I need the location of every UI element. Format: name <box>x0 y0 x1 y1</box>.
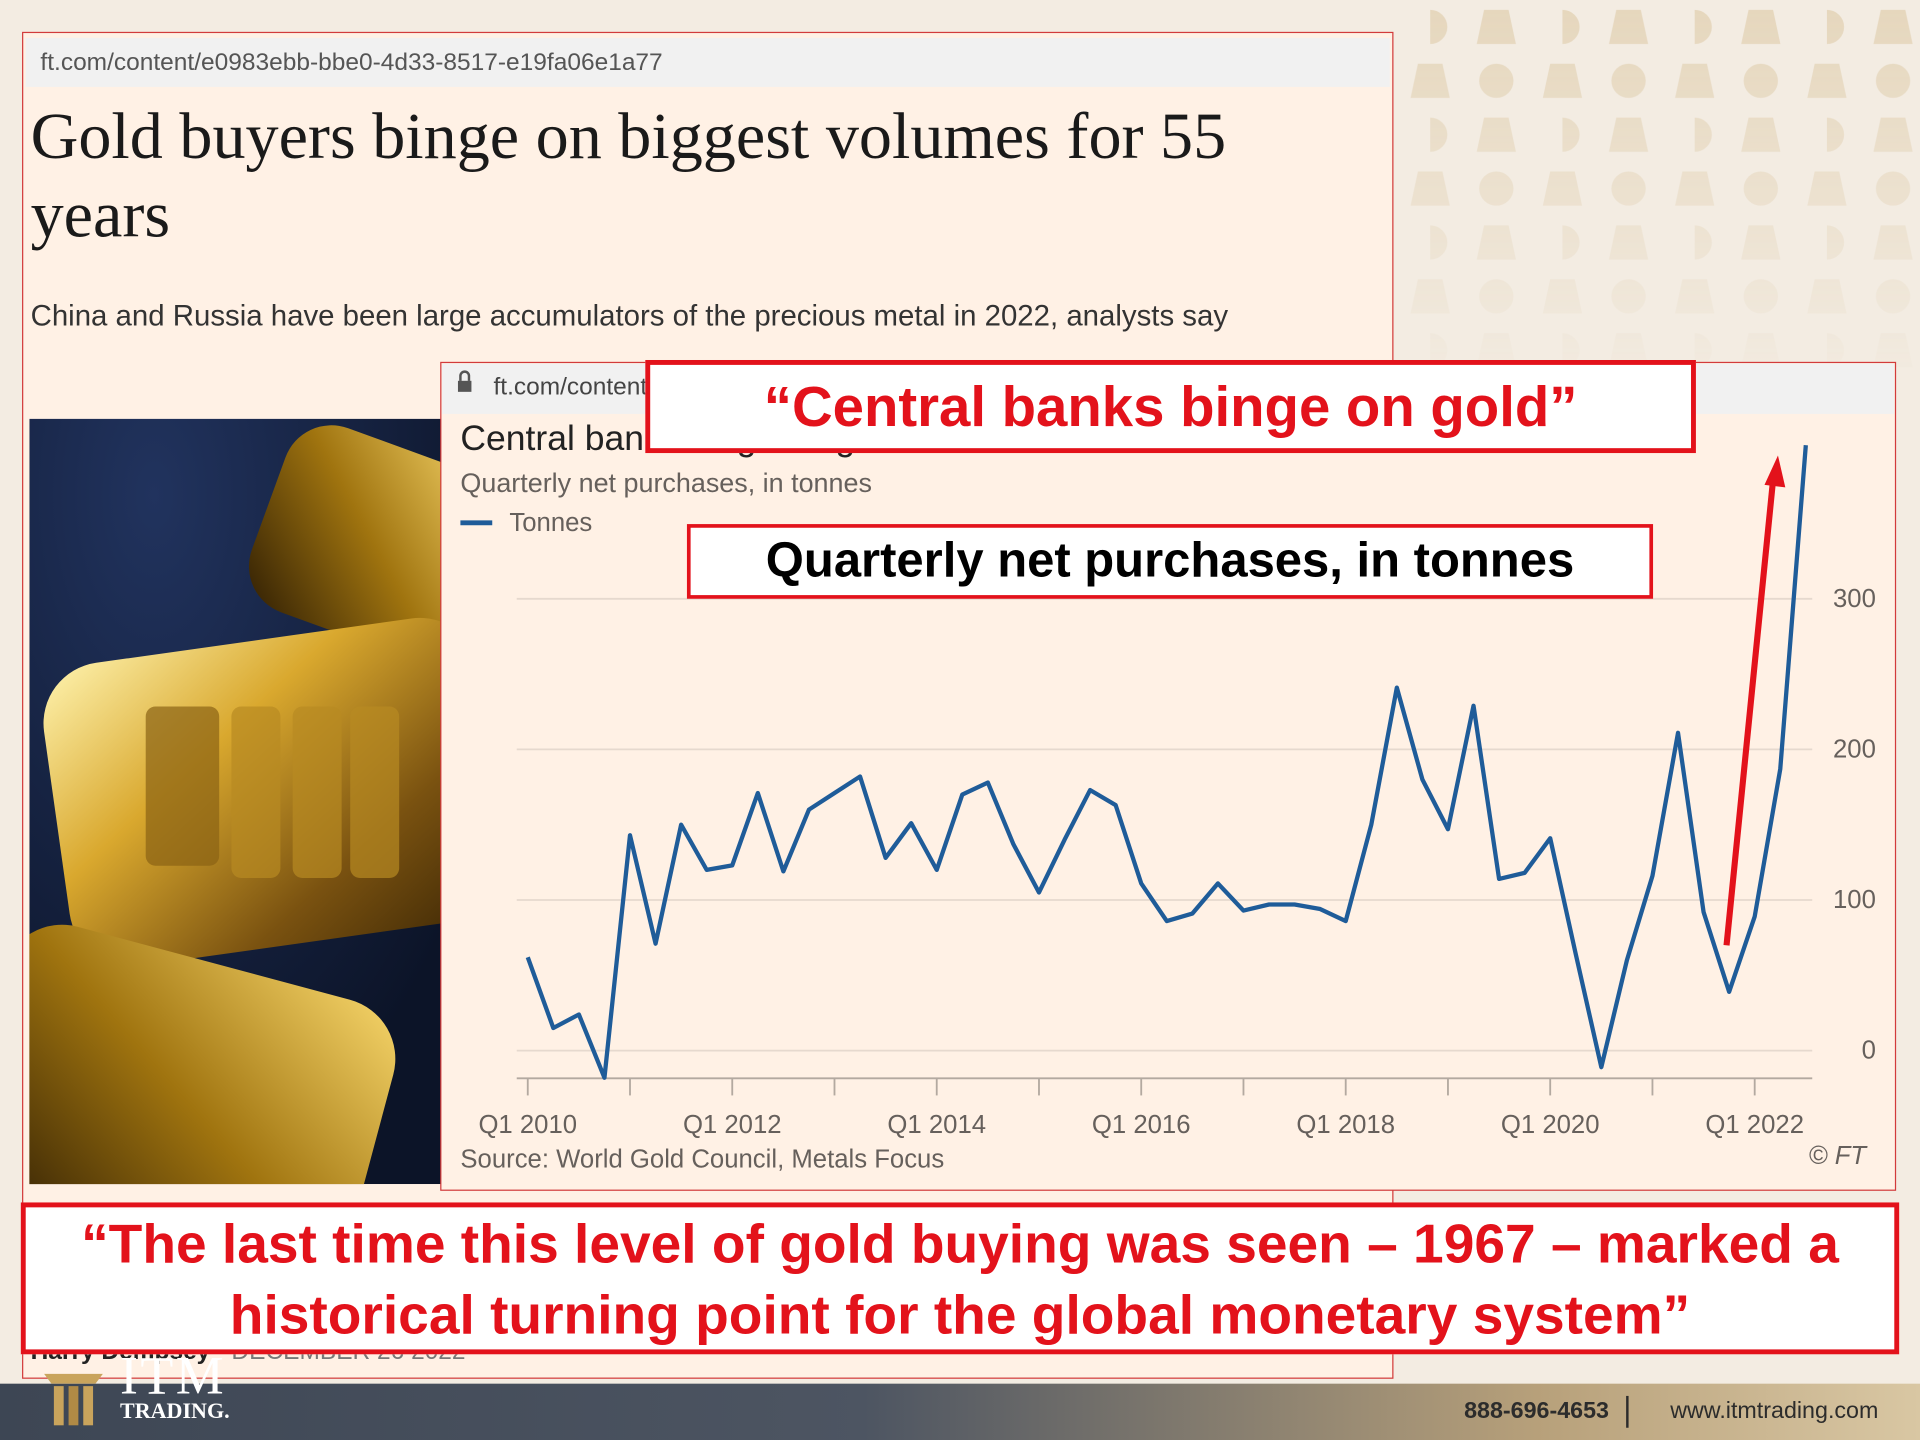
url-bar: ft.com/content/e0983ebb-bbe0-4d33-8517-e… <box>25 37 1390 87</box>
x-tick-label: Q1 2018 <box>1296 1111 1395 1139</box>
chart-credit: © FT <box>1809 1142 1869 1170</box>
logo-icon <box>44 1373 103 1426</box>
x-tick-label: Q1 2014 <box>887 1111 986 1139</box>
gold-bars-photo <box>29 418 446 1185</box>
phone: 888-696-4653 <box>1464 1398 1609 1425</box>
x-tick-label: Q1 2012 <box>683 1111 782 1139</box>
subheadline: China and Russia have been large accumul… <box>30 300 1229 334</box>
footer-bar <box>0 1383 1920 1440</box>
chart-subtitle: Quarterly net purchases, in tonnes <box>460 468 872 498</box>
headline: Gold buyers binge on biggest volumes for… <box>30 99 1227 252</box>
logo-text: ITM <box>120 1345 227 1406</box>
title-callout: “Central banks binge on gold” <box>645 360 1696 454</box>
logo-subtext: TRADING. <box>120 1398 230 1423</box>
arrow-head <box>1764 455 1786 488</box>
url-bar: ft.com/content <box>493 374 647 401</box>
x-tick-label: Q1 2020 <box>1501 1111 1600 1139</box>
chart-source: Source: World Gold Council, Metals Focus <box>460 1146 944 1174</box>
separator <box>1626 1395 1629 1428</box>
y-tick-label: 300 <box>1833 585 1876 613</box>
y-tick-label: 0 <box>1862 1037 1876 1065</box>
website[interactable]: www.itmtrading.com <box>1670 1398 1879 1425</box>
legend-label: Tonnes <box>509 509 592 537</box>
x-tick-label: Q1 2022 <box>1705 1111 1804 1139</box>
arrow-shaft <box>1723 479 1777 946</box>
y-tick-label: 200 <box>1833 735 1876 763</box>
plot-area: 0 100 200 300 Q1 2010 Q1 2012 Q1 2014 Q1 2016 Q1… <box>478 444 1876 1139</box>
y-tick-label: 100 <box>1833 886 1876 914</box>
subtitle-callout: Quarterly net purchases, in tonnes <box>686 524 1654 599</box>
data-line <box>525 444 1808 1080</box>
quote-callout: “The last time this level of gold buying… <box>20 1202 1900 1355</box>
x-tick-label: Q1 2010 <box>478 1111 577 1139</box>
x-tick-label: Q1 2016 <box>1092 1111 1191 1139</box>
